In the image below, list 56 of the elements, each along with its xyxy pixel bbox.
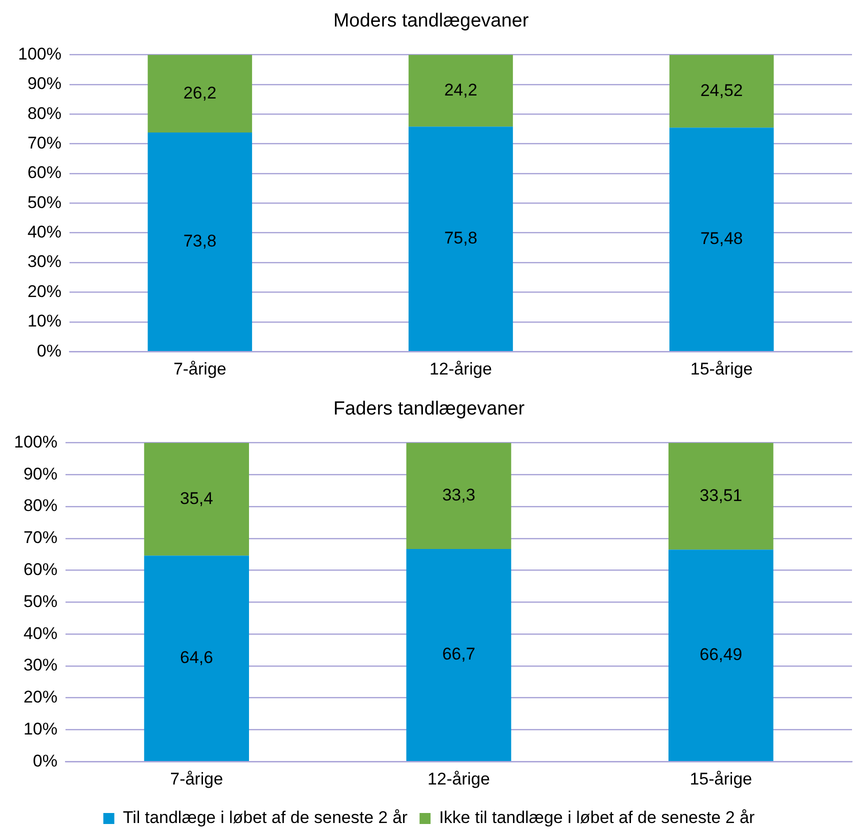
- y-tick-label: 70%: [27, 134, 62, 153]
- y-tick-label: 50%: [23, 592, 58, 611]
- x-tick-label: 12-årige: [428, 769, 490, 788]
- data-label: 75,8: [444, 228, 478, 248]
- y-tick-label: 90%: [27, 74, 62, 94]
- data-label: 26,2: [183, 83, 216, 102]
- y-tick-label: 10%: [23, 719, 58, 738]
- y-tick-label: 50%: [27, 192, 62, 212]
- chart-title: Moders tandlægevaner: [333, 10, 530, 32]
- data-label: 24,2: [444, 80, 478, 100]
- data-label: 33,51: [700, 486, 742, 505]
- y-tick-label: 40%: [27, 222, 62, 242]
- y-tick-label: 80%: [23, 496, 58, 516]
- bar: [668, 442, 774, 550]
- bar: [408, 54, 513, 127]
- y-tick-label: 90%: [23, 464, 58, 484]
- bar: [144, 556, 249, 761]
- bar: [144, 442, 249, 556]
- y-tick-label: 100%: [18, 44, 62, 64]
- y-tick-label: 20%: [23, 688, 58, 707]
- y-tick-label: 0%: [32, 751, 58, 770]
- x-tick-label: 7-årige: [173, 359, 226, 378]
- bar: [406, 442, 512, 549]
- y-tick-label: 60%: [27, 163, 62, 182]
- legend-label: Til tandlæge i løbet af de seneste 2 år: [122, 808, 408, 828]
- bar: [669, 128, 774, 351]
- data-label: 66,7: [442, 644, 476, 664]
- y-tick-label: 20%: [27, 282, 62, 301]
- bar: [408, 126, 513, 351]
- y-tick-label: 30%: [23, 656, 58, 675]
- data-label: 64,6: [180, 648, 214, 667]
- data-label: 66,49: [700, 644, 742, 664]
- data-label: 73,8: [183, 231, 216, 250]
- y-tick-label: 40%: [23, 624, 58, 643]
- data-label: 33,3: [442, 486, 476, 505]
- data-label: 75,48: [700, 228, 743, 248]
- y-tick-label: 70%: [23, 528, 58, 548]
- bar: [406, 548, 512, 761]
- x-tick-label: 7-årige: [170, 769, 224, 788]
- bar: [669, 54, 774, 128]
- y-tick-label: 10%: [27, 312, 62, 331]
- y-tick-label: 60%: [23, 560, 58, 580]
- data-label: 24,52: [700, 80, 743, 100]
- bar: [668, 550, 774, 761]
- chart-title: Faders tandlægevaner: [333, 398, 526, 420]
- bar: [148, 54, 252, 133]
- data-label: 35,4: [180, 488, 214, 508]
- y-tick-label: 0%: [36, 341, 62, 360]
- y-tick-label: 30%: [27, 252, 62, 272]
- y-tick-label: 80%: [27, 104, 62, 123]
- bar: [148, 132, 252, 351]
- x-tick-label: 12-årige: [430, 359, 492, 378]
- y-tick-label: 100%: [14, 432, 58, 452]
- x-tick-label: 15-årige: [690, 359, 753, 378]
- legend-label: Ikke til tandlæge i løbet af de seneste 2 år: [439, 808, 756, 828]
- x-tick-label: 15-årige: [690, 769, 752, 788]
